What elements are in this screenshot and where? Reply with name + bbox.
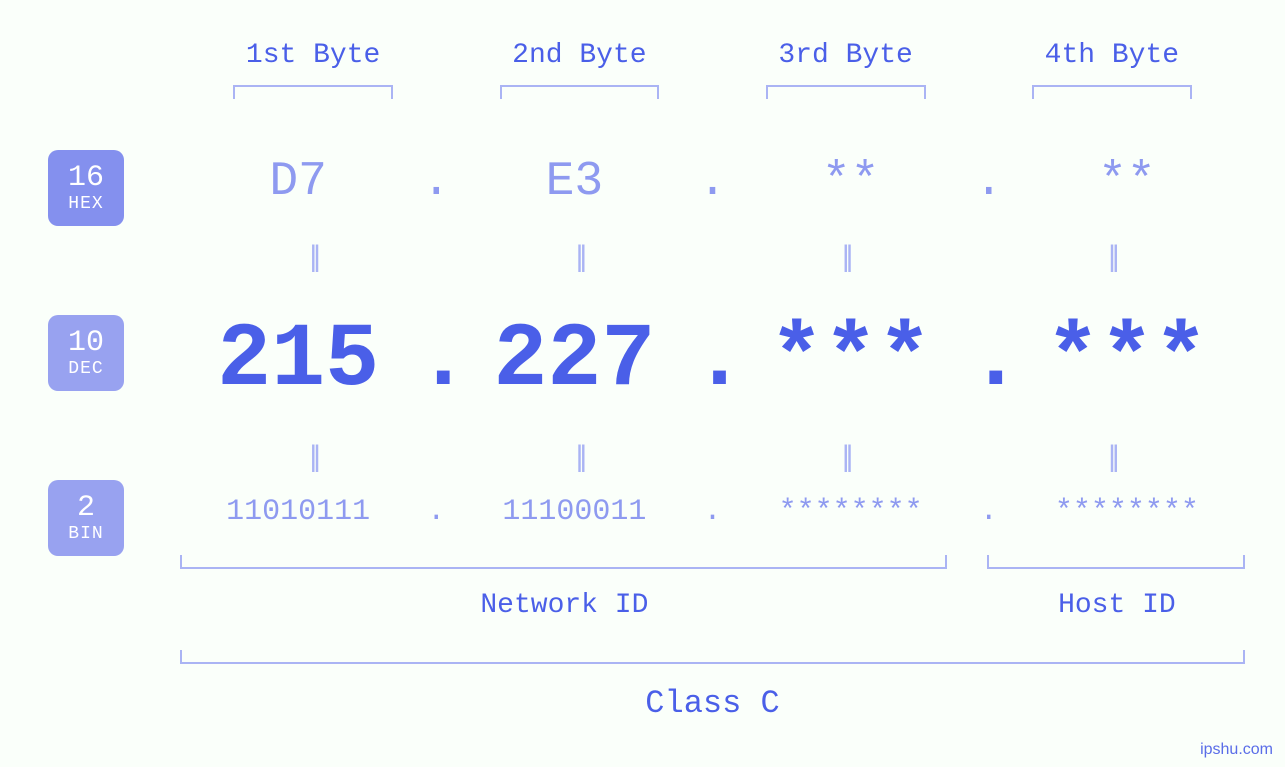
- byte-header-4: 4th Byte: [979, 40, 1245, 71]
- base-label-bin: BIN: [68, 525, 103, 545]
- byte-header-2: 2nd Byte: [446, 40, 712, 71]
- dot: .: [693, 495, 733, 529]
- watermark: ipshu.com: [1200, 741, 1273, 759]
- equals-glyph: ||: [180, 440, 446, 474]
- bin-byte-1: 11010111: [180, 495, 416, 529]
- dec-byte-2: 227: [456, 310, 692, 412]
- equals-glyph: ||: [979, 440, 1245, 474]
- equals-glyph: ||: [979, 240, 1245, 274]
- dec-row: 215 . 227 . *** . ***: [180, 310, 1245, 412]
- base-num-hex: 16: [68, 162, 104, 195]
- bin-byte-3: ********: [733, 495, 969, 529]
- dot: .: [416, 495, 456, 529]
- dot: .: [693, 155, 733, 209]
- bin-byte-4: ********: [1009, 495, 1245, 529]
- dec-byte-3: ***: [733, 310, 969, 412]
- dot: .: [969, 155, 1009, 209]
- byte-headers: 1st Byte 2nd Byte 3rd Byte 4th Byte: [180, 40, 1245, 71]
- id-labels: Network ID Host ID: [180, 590, 1245, 621]
- byte-header-3: 3rd Byte: [713, 40, 979, 71]
- class-bracket-wrap: [180, 650, 1245, 670]
- host-id-label: Host ID: [989, 590, 1245, 621]
- dec-byte-4: ***: [1009, 310, 1245, 412]
- base-label-hex: HEX: [68, 195, 103, 215]
- equals-row-1: || || || ||: [180, 240, 1245, 274]
- byte-header-1: 1st Byte: [180, 40, 446, 71]
- base-badge-bin: 2 BIN: [48, 480, 124, 556]
- base-label-dec: DEC: [68, 360, 103, 380]
- base-badge-dec: 10 DEC: [48, 315, 124, 391]
- network-id-label: Network ID: [180, 590, 949, 621]
- dot: .: [693, 310, 733, 412]
- base-num-bin: 2: [77, 492, 95, 525]
- equals-glyph: ||: [446, 440, 712, 474]
- bracket-byte-1: [233, 85, 393, 99]
- hex-byte-4: **: [1009, 155, 1245, 209]
- equals-row-2: || || || ||: [180, 440, 1245, 474]
- dot: .: [416, 155, 456, 209]
- dot: .: [969, 495, 1009, 529]
- bin-byte-2: 11100011: [456, 495, 692, 529]
- host-bracket: [987, 555, 1245, 569]
- base-badge-hex: 16 HEX: [48, 150, 124, 226]
- equals-glyph: ||: [713, 440, 979, 474]
- bin-row: 11010111 . 11100011 . ******** . *******…: [180, 495, 1245, 529]
- dec-byte-1: 215: [180, 310, 416, 412]
- base-num-dec: 10: [68, 327, 104, 360]
- bracket-byte-4: [1032, 85, 1192, 99]
- dot: .: [969, 310, 1009, 412]
- hex-byte-2: E3: [456, 155, 692, 209]
- id-brackets: [180, 555, 1245, 575]
- equals-glyph: ||: [180, 240, 446, 274]
- equals-glyph: ||: [713, 240, 979, 274]
- equals-glyph: ||: [446, 240, 712, 274]
- hex-byte-1: D7: [180, 155, 416, 209]
- hex-row: D7 . E3 . ** . **: [180, 155, 1245, 209]
- hex-byte-3: **: [733, 155, 969, 209]
- bracket-byte-3: [766, 85, 926, 99]
- dot: .: [416, 310, 456, 412]
- class-label: Class C: [180, 685, 1245, 722]
- ip-diagram: 1st Byte 2nd Byte 3rd Byte 4th Byte 16 H…: [0, 0, 1285, 767]
- bracket-byte-2: [500, 85, 660, 99]
- byte-brackets-top: [180, 85, 1245, 105]
- class-bracket: [180, 650, 1245, 664]
- network-bracket: [180, 555, 947, 569]
